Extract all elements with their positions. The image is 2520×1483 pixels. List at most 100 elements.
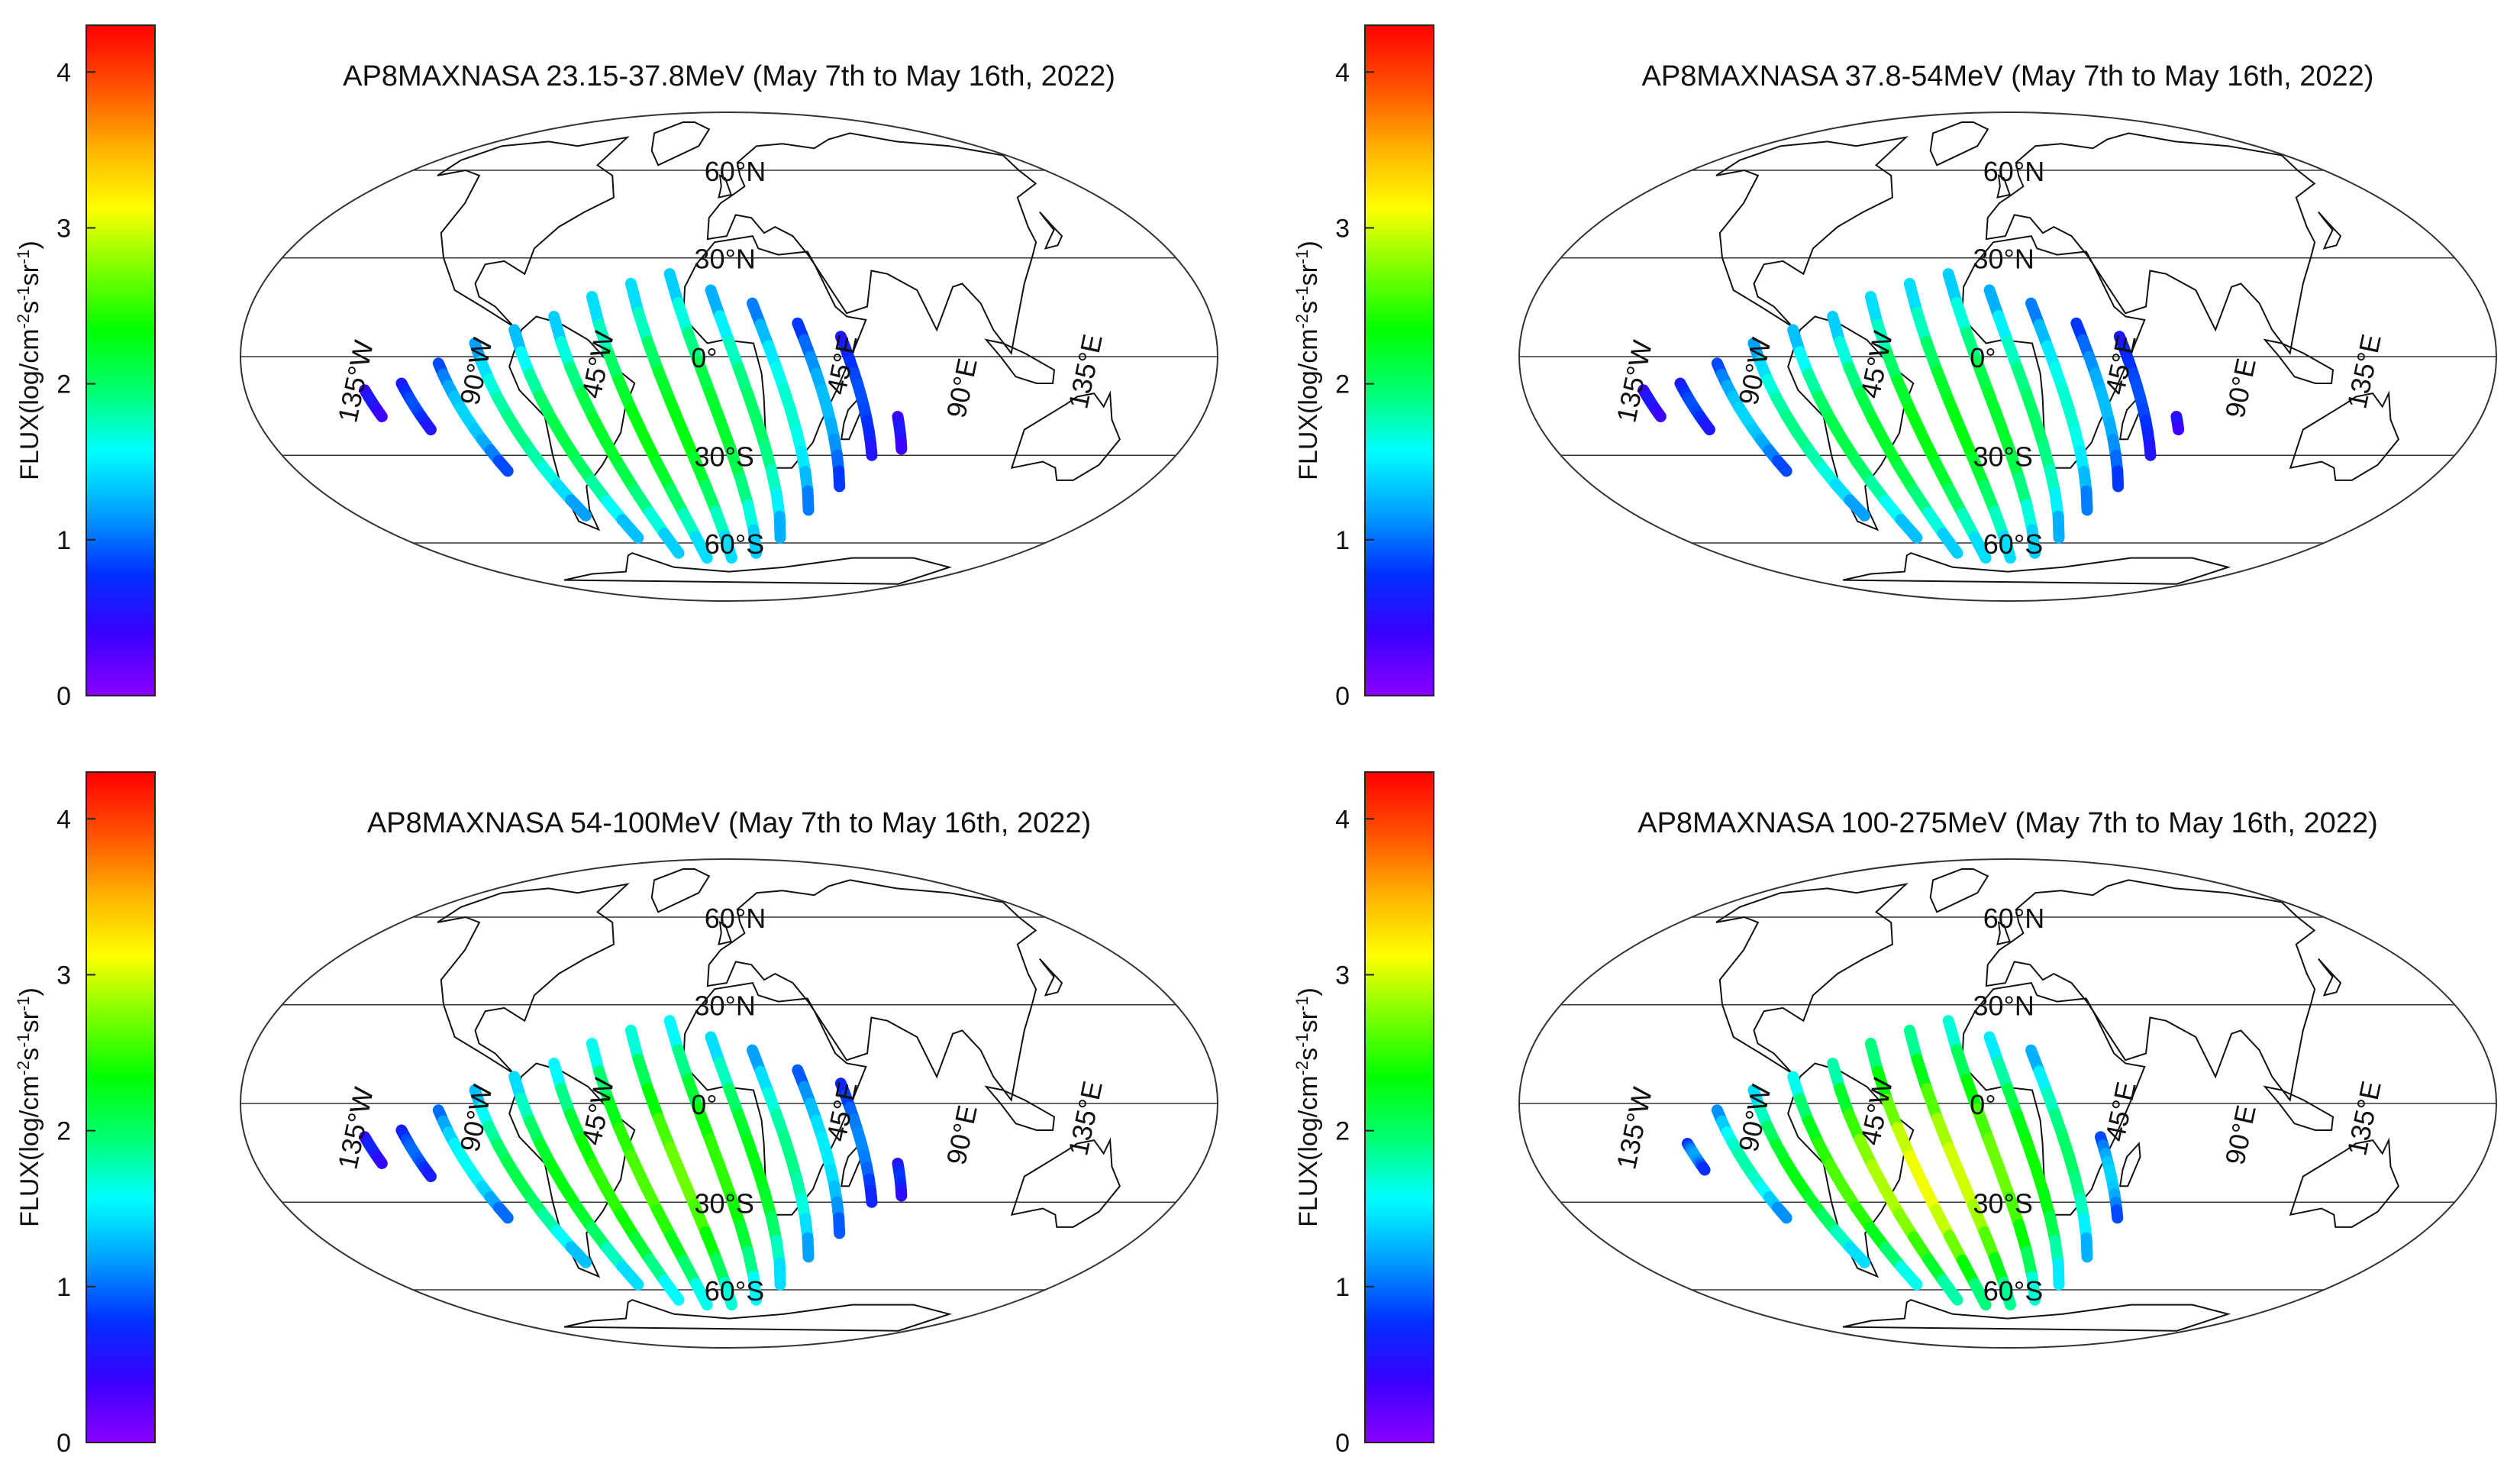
latitude-label: 30°N bbox=[694, 990, 755, 1022]
orbit-track-segment bbox=[1895, 514, 1923, 544]
colorbar-tick-label: 2 bbox=[56, 370, 71, 399]
orbit-track-segment bbox=[1998, 529, 2016, 564]
orbit-track-segment bbox=[2026, 1271, 2041, 1306]
colorbar-tick-label: 1 bbox=[1335, 526, 1350, 555]
orbit-track-segment bbox=[492, 454, 514, 477]
madagascar-outline bbox=[2119, 1142, 2141, 1187]
colorbar-gradient bbox=[86, 771, 156, 1443]
orbit-track-segment bbox=[773, 510, 786, 544]
colorbar-tick-label: 1 bbox=[1335, 1273, 1350, 1302]
orbit-track-segment bbox=[1697, 1162, 1711, 1176]
north-america-outline bbox=[1715, 136, 1909, 328]
longitude-label: 45°W bbox=[576, 1075, 620, 1148]
colorbar-gradient bbox=[86, 24, 156, 696]
orbit-track-segment bbox=[1771, 1201, 1792, 1224]
longitude-label: 45°W bbox=[1854, 328, 1899, 401]
colorbar-tick-label: 0 bbox=[56, 682, 71, 711]
longitude-label: 135°E bbox=[2341, 331, 2387, 412]
orbit-track-segment bbox=[1937, 528, 1963, 559]
australia-outline bbox=[1010, 1137, 1121, 1228]
greatbritain-outline bbox=[1996, 174, 2012, 199]
latitude-label: 60°S bbox=[705, 528, 764, 560]
colorbar-label: FLUX(log/cm-2s-1sr-1) bbox=[1292, 241, 1323, 480]
colorbar: 0 1 2 3 4 FLUX(log/cm-2s-1sr-1) bbox=[1292, 24, 1434, 711]
colorbar-tick-label: 3 bbox=[1335, 961, 1350, 990]
latitude-label: 30°S bbox=[694, 1187, 753, 1219]
orbit-track-segment bbox=[865, 438, 878, 461]
orbit-track-segment bbox=[421, 419, 437, 436]
orbit-track-segment bbox=[690, 1278, 713, 1311]
colorbar-tick-label: 0 bbox=[1335, 682, 1350, 711]
europe-asia-outline bbox=[1985, 879, 2316, 1103]
greatbritain-outline bbox=[1996, 921, 2012, 945]
orbit-track-segment bbox=[565, 494, 592, 522]
indonesia-outline bbox=[984, 338, 1056, 384]
panel-100-275mev: AP8MAXNASA 100-275MeV (May 7th to May 16… bbox=[1292, 772, 2497, 1458]
colorbar-tick-label: 1 bbox=[56, 1273, 71, 1302]
orbit-track-segment bbox=[616, 1261, 644, 1291]
europe-asia-outline bbox=[706, 132, 1037, 356]
japan-outline bbox=[1039, 211, 1063, 250]
latitude-label: 60°N bbox=[705, 156, 766, 187]
orbit-track-segment bbox=[1969, 531, 1992, 564]
japan-outline bbox=[2318, 211, 2342, 250]
orbit-track-segment bbox=[374, 408, 388, 422]
japan-outline bbox=[1039, 958, 1063, 997]
longitude-label: 90°E bbox=[2219, 356, 2262, 421]
colorbar-tick-label: 4 bbox=[1335, 805, 1350, 834]
greenland-outline bbox=[1929, 868, 1989, 913]
colorbar-gradient bbox=[1364, 24, 1434, 696]
greatbritain-outline bbox=[718, 921, 733, 945]
orbit-track-segment bbox=[1969, 1278, 1992, 1311]
latitude-label: 30°S bbox=[1973, 441, 2032, 472]
orbit-track-segment bbox=[1700, 419, 1715, 436]
indonesia-outline bbox=[984, 1085, 1056, 1131]
orbit-track-segment bbox=[2052, 510, 2065, 544]
orbit-track-segment bbox=[690, 531, 713, 564]
panel-37-54mev: AP8MAXNASA 37.8-54MeV (May 7th to May 16… bbox=[1292, 24, 2497, 711]
colorbar-tick-label: 2 bbox=[1335, 370, 1350, 399]
orbit-track-segment bbox=[2144, 438, 2157, 461]
europe-asia-outline bbox=[1985, 132, 2316, 356]
orbit-track-segment bbox=[747, 524, 763, 559]
latitude-label: 60°S bbox=[705, 1275, 764, 1307]
map-border bbox=[240, 858, 1218, 1349]
longitude-label: 45°W bbox=[576, 328, 620, 401]
latitude-label: 0° bbox=[1970, 342, 1996, 373]
colorbar-tick-label: 2 bbox=[56, 1117, 71, 1146]
panel-title: AP8MAXNASA 100-275MeV (May 7th to May 16… bbox=[1638, 807, 2378, 839]
orbit-tracks bbox=[1682, 1015, 2124, 1311]
colorbar: 0 1 2 3 4 FLUX(log/cm-2s-1sr-1) bbox=[14, 771, 156, 1458]
longitude-label: 90°E bbox=[941, 1103, 983, 1168]
longitude-label: 135°E bbox=[2341, 1078, 2387, 1158]
orbit-track-segment bbox=[833, 465, 846, 493]
orbit-track-segment bbox=[2111, 1204, 2124, 1224]
orbit-track-segment bbox=[1653, 408, 1667, 422]
latitude-label: 0° bbox=[691, 342, 717, 373]
latitude-label: 60°S bbox=[1983, 528, 2043, 560]
orbit-track-segment bbox=[1771, 454, 1792, 477]
orbit-track-segment bbox=[1844, 1241, 1870, 1268]
map-border bbox=[240, 111, 1218, 602]
orbit-track-segment bbox=[833, 1212, 846, 1239]
orbit-track-segment bbox=[747, 1271, 763, 1306]
longitude-label: 90°E bbox=[941, 356, 983, 421]
latitude-label: 30°N bbox=[1973, 990, 2034, 1022]
colorbar-label: FLUX(log/cm-2s-1sr-1) bbox=[1292, 987, 1323, 1227]
colorbar-tick-label: 3 bbox=[56, 214, 71, 243]
indonesia-outline bbox=[2263, 1085, 2334, 1131]
coastlines bbox=[437, 121, 1121, 585]
colorbar-tick-label: 3 bbox=[56, 961, 71, 990]
greenland-outline bbox=[1929, 121, 1989, 166]
map-border bbox=[1518, 111, 2497, 602]
colorbar-tick-label: 2 bbox=[1335, 1117, 1350, 1146]
orbit-track-segment bbox=[865, 1184, 878, 1208]
longitude-label: 135°W bbox=[1610, 1084, 1658, 1172]
map-border bbox=[1518, 858, 2497, 1349]
indonesia-outline bbox=[2263, 338, 2334, 384]
orbit-track-segment bbox=[658, 1275, 685, 1306]
